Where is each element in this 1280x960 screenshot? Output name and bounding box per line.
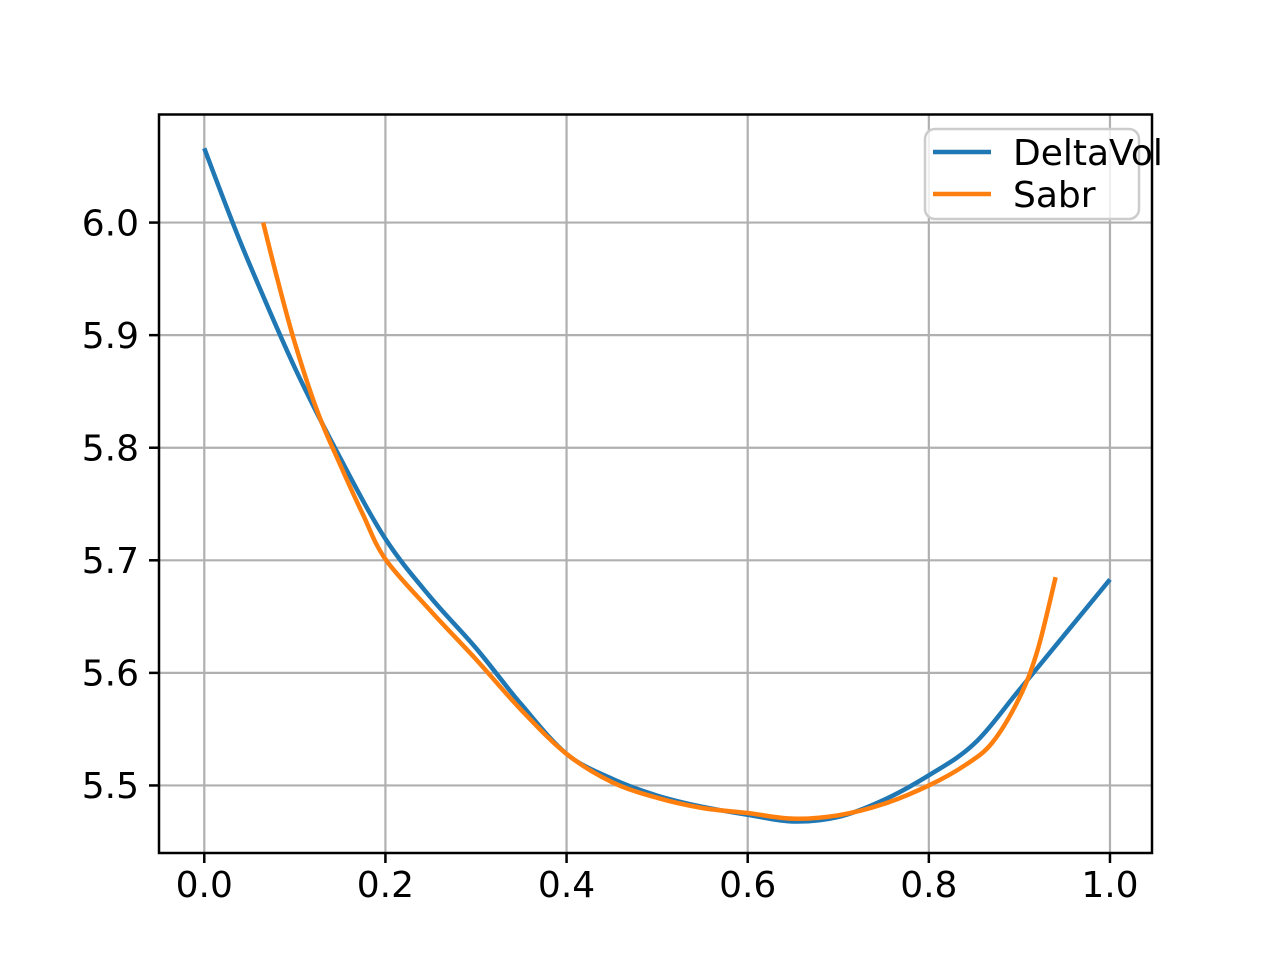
x-tick-label: 0.8 xyxy=(900,865,957,906)
legend-label-deltavol: DeltaVol xyxy=(1013,133,1163,174)
y-tick-label: 6.0 xyxy=(82,203,139,244)
y-tick-label: 5.5 xyxy=(82,766,139,807)
legend-label-sabr: Sabr xyxy=(1013,175,1096,216)
x-tick-label: 1.0 xyxy=(1081,865,1138,906)
series-deltavol-line xyxy=(202,147,1112,824)
series-sabr-line xyxy=(260,222,1058,821)
y-tick-label: 5.8 xyxy=(82,429,139,470)
y-tick-label: 5.9 xyxy=(82,316,139,357)
x-tick-label: 0.4 xyxy=(538,865,595,906)
axes-spines xyxy=(157,113,1154,855)
x-tick-label: 0.0 xyxy=(176,865,233,906)
y-tick-label: 5.6 xyxy=(82,654,139,695)
x-tick-label: 0.6 xyxy=(719,865,776,906)
x-tick-label: 0.2 xyxy=(357,865,414,906)
y-tick-label: 5.7 xyxy=(82,541,139,582)
